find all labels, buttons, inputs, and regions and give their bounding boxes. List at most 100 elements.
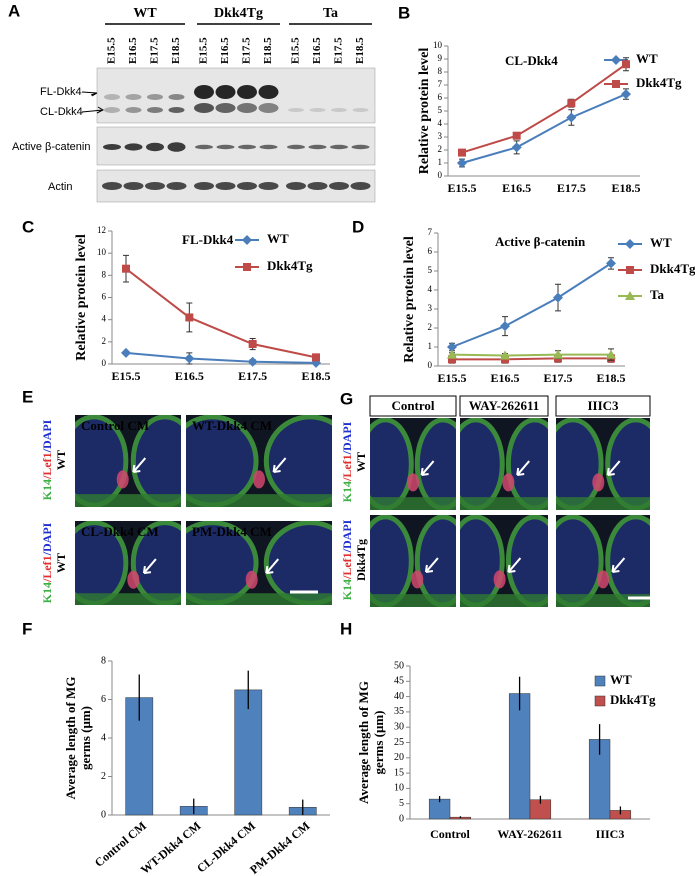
x-tick-label: E15.5 (111, 369, 140, 383)
arrow (507, 557, 522, 574)
micrograph (556, 515, 650, 607)
genotype-label: WT (54, 553, 68, 573)
chart-title: CL-Dkk4 (505, 53, 558, 68)
epithelium (75, 593, 181, 605)
marker (512, 131, 521, 140)
x-tick-label: WT-Dkk4 CM (138, 819, 204, 876)
germ (407, 473, 419, 492)
y-tick-label: 8 (102, 269, 107, 279)
legend-label: WT (636, 51, 658, 66)
y-tick-label: 35 (394, 706, 404, 717)
x-tick-label: PM-Dkk4 CM (247, 819, 312, 876)
blot-band (104, 94, 120, 100)
image-label: Control CM (81, 418, 149, 433)
legend-marker (612, 80, 620, 88)
blot-band (352, 108, 369, 112)
blot-strip (96, 126, 376, 166)
arrow (424, 557, 439, 574)
y-tick-label: 4 (428, 284, 433, 294)
x-tick-label: E17.5 (543, 371, 572, 385)
marker (500, 321, 510, 332)
legend-label: Dkk4Tg (610, 692, 656, 707)
blot-band (125, 107, 142, 113)
image-label: PM-Dkk4 CM (192, 524, 272, 539)
blot-band (237, 103, 257, 113)
legend-marker (625, 239, 635, 249)
arrow (265, 558, 280, 575)
marker (511, 142, 522, 153)
x-tick-label: Control CM (92, 819, 149, 870)
stain-label: K14/Lef1/DAPI (340, 421, 354, 502)
bar (508, 693, 531, 820)
y-axis-label: Average length of MG (63, 677, 78, 800)
micrograph (370, 515, 456, 607)
image-label: CL-Dkk4 CM (81, 524, 159, 539)
micrograph (186, 415, 332, 507)
y-tick-label: 6 (428, 246, 433, 256)
legend-marker (242, 235, 252, 245)
x-tick-label: E15.5 (437, 371, 466, 385)
blot-band (124, 143, 143, 151)
y-tick-label: 5 (428, 265, 433, 275)
blot-band (308, 144, 327, 150)
y-tick-label: 6 (438, 92, 443, 102)
germ (592, 473, 605, 492)
stain-part: /Lef1 (340, 552, 354, 580)
stain-part: /DAPI (340, 421, 354, 455)
stain-part: /DAPI (340, 519, 354, 553)
arrow (611, 557, 626, 574)
x-tick-label: WAY-262611 (497, 827, 562, 841)
y-tick-label: 4 (438, 118, 443, 128)
blot-band (194, 182, 214, 190)
panel-letter: C (22, 217, 34, 236)
blot-band (329, 182, 349, 190)
series-line (125, 351, 317, 364)
y-tick-label: 0 (101, 809, 106, 820)
panel-letter: B (398, 3, 410, 22)
stain-label: K14/Lef1/DAPI (340, 519, 354, 600)
blot-band (330, 144, 348, 150)
stain-part: /Lef1 (40, 555, 54, 583)
series-line (461, 63, 627, 154)
lane-label: E18.5 (262, 37, 274, 64)
marker (567, 99, 576, 108)
y-tick-label: 8 (438, 66, 443, 76)
y-tick-label: 40 (394, 691, 404, 702)
legend-marker (626, 266, 634, 274)
marker (185, 313, 194, 322)
series-line (125, 267, 317, 359)
micrograph (460, 515, 548, 607)
y-tick-label: 0 (102, 358, 107, 368)
marker (122, 264, 130, 273)
series-line (451, 353, 611, 357)
epithelium (556, 594, 650, 607)
y-tick-label: 25 (394, 737, 404, 748)
blot-band (215, 182, 236, 190)
chart-title: FL-Dkk4 (182, 232, 234, 247)
x-tick-label: E18.5 (596, 371, 625, 385)
legend-label: WT (610, 672, 632, 687)
genotype-label: WT (54, 450, 68, 470)
x-tick-label: IIIC3 (596, 827, 625, 841)
y-axis-label: Average length of MG (356, 681, 371, 804)
marker (248, 340, 257, 349)
x-tick-label: E15.5 (447, 181, 476, 195)
micrograph (75, 521, 181, 605)
lane-label: E18.5 (170, 37, 182, 64)
blot-band (351, 144, 370, 150)
stain-part: /DAPI (40, 419, 54, 453)
stain-part: /DAPI (40, 522, 54, 556)
lane-label: E15.5 (198, 37, 210, 64)
lobe (460, 515, 505, 607)
y-tick-label: 4 (102, 314, 107, 324)
y-tick-label: 7 (428, 227, 433, 237)
panel-letter: A (8, 1, 20, 20)
panel-letter: D (352, 217, 364, 236)
column-header-box (555, 395, 651, 417)
marker (621, 89, 631, 100)
marker (457, 158, 467, 168)
y-tick-label: 9 (438, 53, 443, 63)
x-tick-label: Control (430, 827, 470, 841)
blot-band (147, 94, 163, 100)
y-tick-label: 1 (438, 157, 443, 167)
